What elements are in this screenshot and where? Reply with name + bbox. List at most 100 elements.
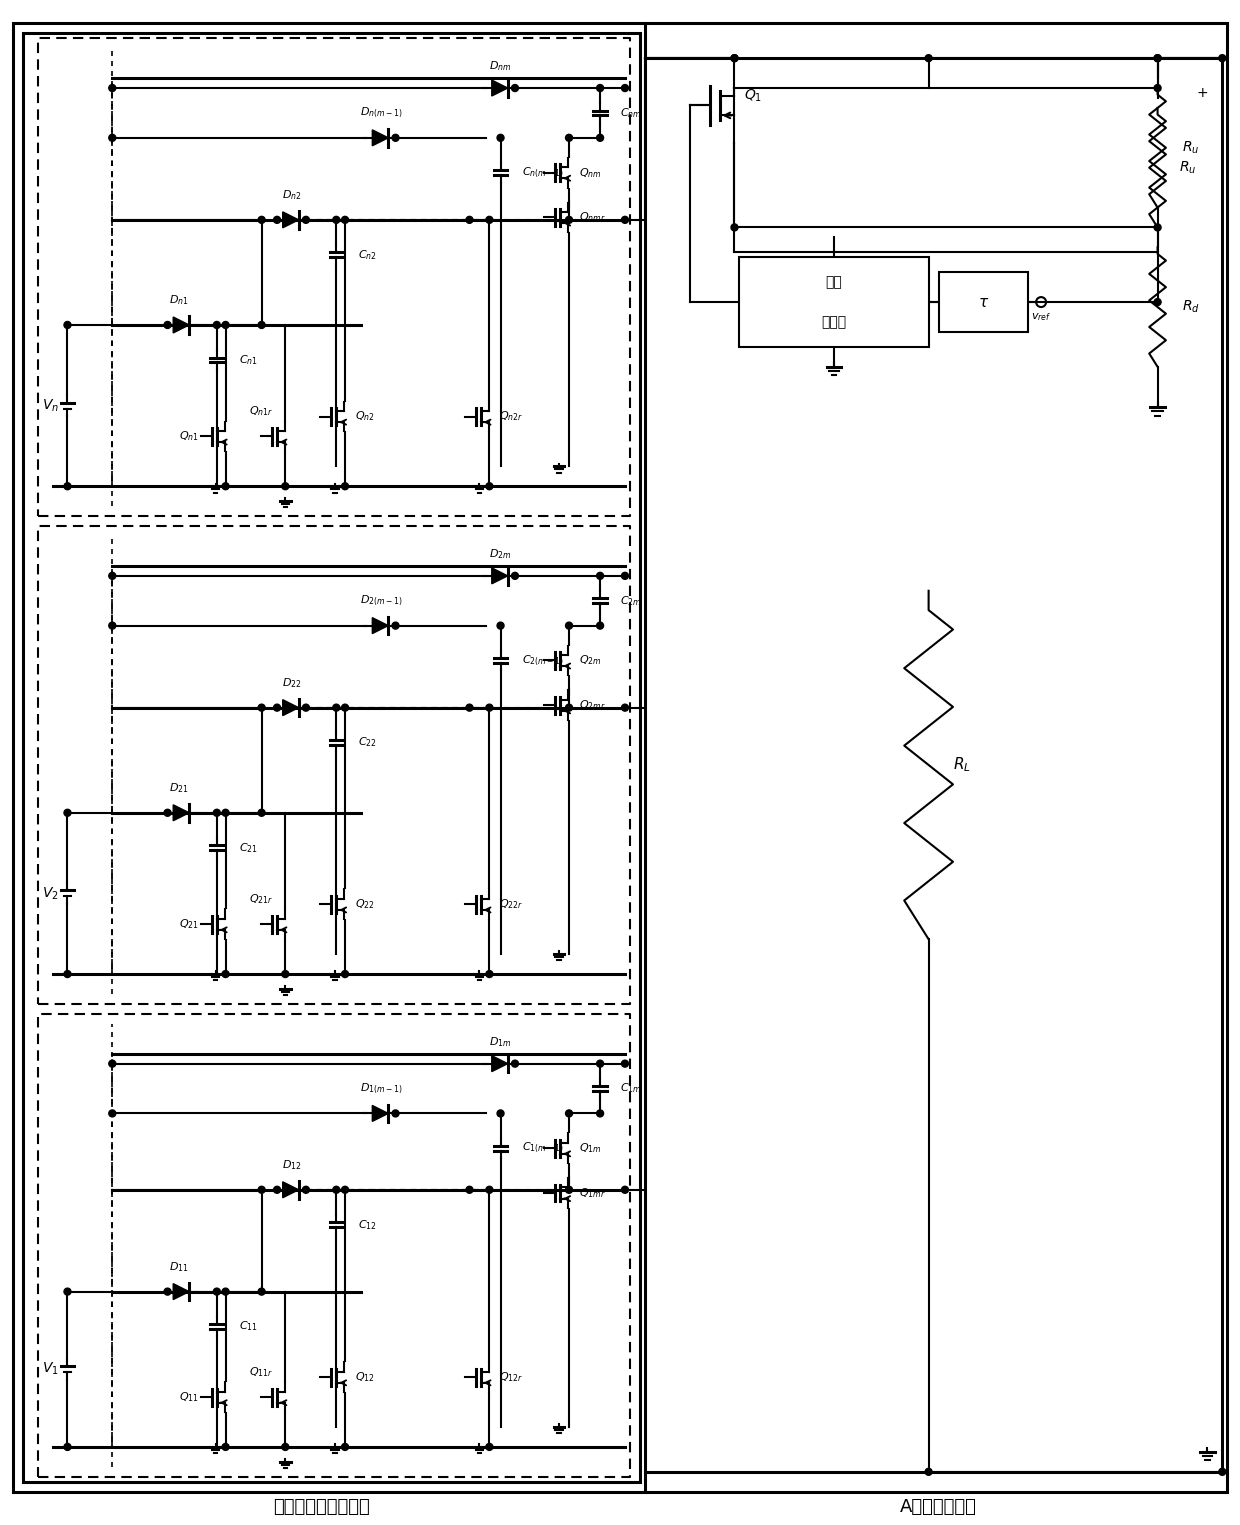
Circle shape (258, 1186, 265, 1193)
Text: $Q_{22r}$: $Q_{22r}$ (500, 897, 523, 912)
Circle shape (925, 1469, 932, 1475)
Circle shape (596, 84, 604, 92)
Circle shape (596, 572, 604, 580)
Polygon shape (372, 130, 388, 146)
Polygon shape (372, 1106, 388, 1121)
Circle shape (332, 705, 340, 711)
Circle shape (281, 1444, 289, 1450)
Circle shape (222, 1444, 229, 1450)
Text: $D_{2m}$: $D_{2m}$ (490, 547, 512, 561)
Circle shape (109, 84, 115, 92)
Circle shape (621, 1060, 629, 1068)
Circle shape (486, 705, 492, 711)
Circle shape (332, 217, 340, 223)
Text: $Q_{22}$: $Q_{22}$ (355, 897, 374, 912)
Circle shape (64, 970, 71, 978)
Circle shape (222, 322, 229, 328)
Text: $D_{n1}$: $D_{n1}$ (169, 293, 188, 307)
Text: $D_{1m}$: $D_{1m}$ (490, 1035, 512, 1049)
Circle shape (1154, 224, 1161, 230)
Circle shape (511, 572, 518, 580)
Text: $R_u$: $R_u$ (1183, 140, 1200, 156)
Circle shape (258, 810, 265, 816)
Text: $v_{ref}$: $v_{ref}$ (1030, 311, 1052, 323)
Text: $C_{21}$: $C_{21}$ (239, 840, 258, 854)
Circle shape (1154, 55, 1161, 61)
Text: $Q_{11}$: $Q_{11}$ (179, 1391, 198, 1405)
Circle shape (621, 84, 629, 92)
Circle shape (341, 705, 348, 711)
Text: +: + (1197, 85, 1208, 101)
Circle shape (274, 217, 280, 223)
Text: $C_{nm}$: $C_{nm}$ (620, 107, 642, 120)
Text: $Q_{21}$: $Q_{21}$ (179, 918, 198, 932)
Text: $V_n$: $V_n$ (41, 398, 58, 413)
Circle shape (565, 1110, 573, 1116)
Circle shape (213, 322, 221, 328)
Text: $D_{21}$: $D_{21}$ (169, 781, 188, 795)
Circle shape (213, 810, 221, 816)
Circle shape (596, 1110, 604, 1116)
Text: $D_{n2}$: $D_{n2}$ (281, 188, 301, 201)
Text: $\tau$: $\tau$ (977, 294, 990, 310)
Circle shape (466, 705, 472, 711)
Circle shape (486, 217, 492, 223)
Text: $C_{n2}$: $C_{n2}$ (358, 247, 377, 262)
Circle shape (732, 55, 738, 61)
Text: 电压: 电压 (826, 274, 842, 290)
Circle shape (332, 1186, 340, 1193)
Text: $D_{2(m-1)}$: $D_{2(m-1)}$ (360, 593, 403, 608)
Circle shape (511, 1060, 518, 1068)
Circle shape (565, 1186, 573, 1193)
Text: $Q_{n1}$: $Q_{n1}$ (179, 430, 198, 444)
Polygon shape (283, 212, 299, 227)
Text: $D_{nm}$: $D_{nm}$ (490, 59, 512, 73)
Circle shape (565, 134, 573, 142)
Circle shape (341, 1186, 348, 1193)
Circle shape (486, 483, 492, 490)
Circle shape (1219, 55, 1226, 61)
Circle shape (64, 1289, 71, 1295)
Circle shape (258, 322, 265, 328)
Circle shape (222, 970, 229, 978)
Text: $C_{2m}$: $C_{2m}$ (620, 593, 641, 607)
Text: $C_{1m}$: $C_{1m}$ (620, 1081, 642, 1095)
Circle shape (1219, 1469, 1226, 1475)
Circle shape (281, 970, 289, 978)
Text: $V_1$: $V_1$ (42, 1362, 58, 1377)
Text: $Q_{2mr}$: $Q_{2mr}$ (579, 698, 605, 712)
Circle shape (303, 1186, 310, 1193)
Text: $Q_{12}$: $Q_{12}$ (355, 1371, 374, 1385)
Text: $D_{12}$: $D_{12}$ (281, 1157, 301, 1171)
Polygon shape (372, 618, 388, 633)
Circle shape (486, 1186, 492, 1193)
Circle shape (497, 134, 503, 142)
Text: $R_u$: $R_u$ (1179, 160, 1197, 175)
Circle shape (109, 1060, 115, 1068)
Circle shape (303, 705, 310, 711)
Circle shape (64, 322, 71, 328)
Text: $R_d$: $R_d$ (1183, 299, 1200, 316)
Text: $D_{22}$: $D_{22}$ (281, 676, 301, 689)
Polygon shape (492, 1055, 507, 1072)
Circle shape (222, 1289, 229, 1295)
Polygon shape (492, 567, 507, 584)
Text: $Q_1$: $Q_1$ (744, 87, 763, 104)
Text: $C_{2(m-1)}$: $C_{2(m-1)}$ (522, 653, 564, 668)
Circle shape (164, 322, 171, 328)
Circle shape (466, 217, 472, 223)
Polygon shape (174, 805, 190, 820)
Text: $D_{1(m-1)}$: $D_{1(m-1)}$ (360, 1081, 403, 1096)
Polygon shape (174, 1284, 190, 1299)
FancyBboxPatch shape (939, 271, 1028, 332)
Circle shape (164, 1289, 171, 1295)
Text: $Q_{12r}$: $Q_{12r}$ (500, 1371, 523, 1385)
Text: $C_{1(m-1)}$: $C_{1(m-1)}$ (522, 1141, 564, 1156)
Polygon shape (283, 700, 299, 715)
Text: $Q_{n1r}$: $Q_{n1r}$ (249, 404, 274, 418)
Circle shape (303, 217, 310, 223)
Circle shape (258, 705, 265, 711)
Text: 调节器: 调节器 (821, 316, 847, 329)
Circle shape (392, 1110, 399, 1116)
Text: $Q_{11r}$: $Q_{11r}$ (249, 1365, 274, 1379)
